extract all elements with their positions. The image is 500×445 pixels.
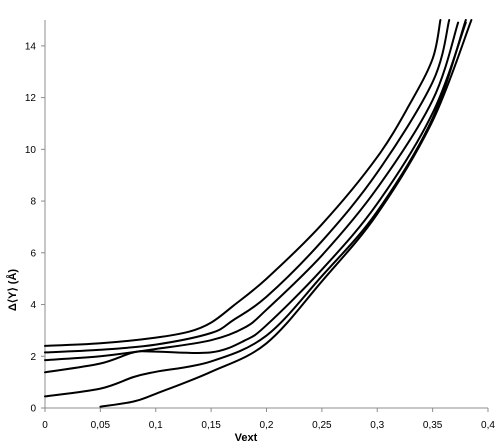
series-line-6 <box>99 19 473 408</box>
y-tick-label: 0 <box>30 404 36 415</box>
y-axis-ticks: 0 2 4 6 8 10 12 14 <box>25 41 45 415</box>
x-tick-label: 0,1 <box>149 420 163 431</box>
y-tick-label: 12 <box>25 93 37 104</box>
x-tick-label: 0,2 <box>260 420 274 431</box>
y-tick-label: 4 <box>30 300 36 311</box>
series-line-5 <box>44 19 467 398</box>
plot-area: 0 0,05 0,1 0,15 0,2 0,25 0,3 0,35 0,4 0 2 4 6 8 10 12 1… <box>25 19 495 431</box>
x-axis-label: Vext <box>235 432 258 444</box>
x-tick-label: 0,05 <box>91 420 111 431</box>
y-tick-label: 6 <box>30 248 36 259</box>
y-tick-label: 2 <box>30 352 36 363</box>
series-line-2 <box>44 19 451 354</box>
y-tick-label: 14 <box>25 41 37 52</box>
y-tick-label: 10 <box>25 145 37 156</box>
x-tick-label: 0 <box>42 420 48 431</box>
x-tick-label: 0,3 <box>370 420 384 431</box>
x-tick-label: 0,15 <box>201 420 221 431</box>
y-tick-label: 8 <box>30 197 36 208</box>
series-line-4 <box>44 21 467 374</box>
x-axis-ticks: 0 0,05 0,1 0,15 0,2 0,25 0,3 0,35 0,4 <box>42 408 495 431</box>
x-tick-label: 0,4 <box>481 420 495 431</box>
series-lines <box>44 19 473 408</box>
series-line-1 <box>44 19 442 347</box>
x-tick-label: 0,35 <box>423 420 443 431</box>
x-tick-label: 0,25 <box>312 420 332 431</box>
y-axis-label: Δ⟨Y⟩ (Å) <box>6 269 19 311</box>
